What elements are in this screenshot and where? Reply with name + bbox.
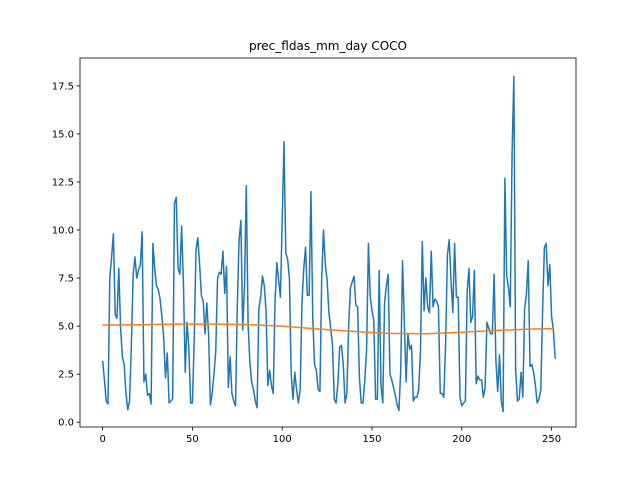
- x-tick-label: 100: [273, 434, 292, 445]
- series-line-2: [102, 323, 554, 335]
- plot-area: [101, 75, 556, 413]
- y-tick-label: 0.0: [58, 418, 74, 429]
- chart-title: prec_fldas_mm_day COCO: [249, 39, 407, 53]
- x-tick-label: 150: [362, 434, 381, 445]
- x-tick-label: 250: [542, 434, 561, 445]
- y-tick-label: 5.0: [58, 322, 74, 333]
- series-line-1: [101, 75, 556, 413]
- axes: 0 50 100 150 200 250 0.0 2.5 5.0 7.5 10.0 12.5 15.0 1…: [52, 57, 577, 445]
- y-tick-label: 15.0: [52, 129, 74, 140]
- y-tick-label: 2.5: [58, 370, 74, 381]
- axes-frame: [79, 57, 577, 428]
- y-tick-label: 17.5: [52, 81, 74, 92]
- x-tick-label: 50: [186, 434, 199, 445]
- y-tick-label: 7.5: [58, 274, 74, 285]
- y-tick-label: 12.5: [52, 177, 74, 188]
- x-tick-label: 0: [99, 434, 105, 445]
- y-tick-label: 10.0: [52, 226, 74, 237]
- x-tick-label: 200: [452, 434, 471, 445]
